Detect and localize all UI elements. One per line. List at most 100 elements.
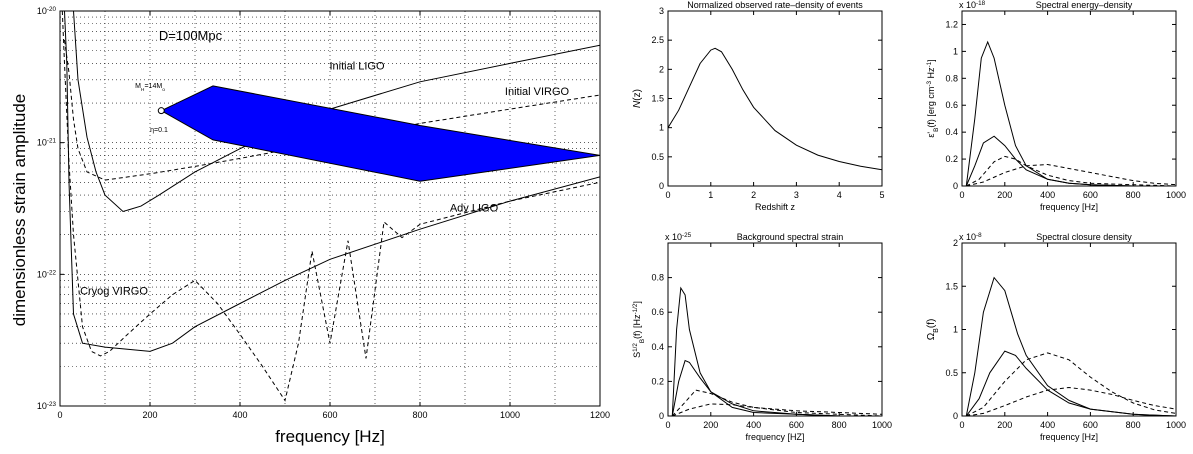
x-tick-label: 1 [708, 190, 713, 200]
x-tick-label: 600 [322, 410, 337, 420]
main-plot-series-3 [61, 11, 600, 402]
spectral-strain-plot-series-2 [671, 389, 882, 416]
y-tick-label: 0.2 [651, 376, 664, 386]
spectral-strain-plot-series-0 [671, 286, 882, 416]
x-tick-label: 0 [959, 190, 964, 200]
y-tick-label: 1.2 [945, 19, 958, 29]
y-tick-label: 0.8 [945, 73, 958, 83]
spectral-strain-plot: 0 200 400 600 800 1000 0 0.2 0.4 0.6 0.8 frequency … [632, 232, 893, 443]
x-tick-label: 1200 [590, 410, 610, 420]
closure-density-plot-series-3 [966, 386, 1176, 416]
x-tick-label: 0 [57, 410, 62, 420]
y-tick-label: 0 [659, 181, 664, 191]
y-tick-label: 0.4 [651, 342, 664, 352]
y-tick-label: 0 [659, 411, 664, 421]
rate-density-plot-xlabel: Redshift z [755, 202, 796, 212]
y-tick-label: 1.5 [651, 94, 664, 104]
label-initial-virgo: Initial VIRGO [505, 86, 570, 98]
spectral-strain-plot-series-1 [671, 359, 882, 416]
main-plot-series-2 [64, 11, 600, 352]
x-tick-label: 600 [789, 420, 804, 430]
x-tick-label: 800 [1126, 190, 1141, 200]
y-tick-label: 10-23 [37, 401, 57, 412]
y-tick-label: 0.5 [945, 368, 958, 378]
x-tick-label: 600 [1083, 190, 1098, 200]
x-tick-label: 1000 [1166, 190, 1186, 200]
label-initial-ligo: Initial LIGO [329, 60, 384, 72]
y-tick-label: 10-20 [37, 6, 57, 17]
x-tick-label: 200 [997, 190, 1012, 200]
main-plot-band [160, 85, 600, 182]
main-plot-series-0 [73, 11, 600, 213]
y-tick-label: 0.6 [651, 307, 664, 317]
annotation-distance: D=100Mpc [159, 28, 223, 43]
rate-density-plot: 0 1 2 3 4 5 0 0.5 1 1.5 2 2.5 3 Redshift z Normalized … [632, 0, 885, 212]
rate-density-plot-title: Normalized observed rate–density of even… [687, 0, 863, 10]
closure-density-plot-series-0 [965, 276, 1176, 416]
y-tick-label: 0.4 [945, 127, 958, 137]
source-marker [157, 107, 165, 115]
energy-density-plot-multiplier: x 10-18 [959, 0, 986, 10]
spectral-strain-plot-ylabel: S1/2B(f) [Hz-1/2] [632, 301, 646, 358]
rate-density-plot-series-0 [668, 47, 882, 171]
x-tick-label: 600 [1083, 420, 1098, 430]
closure-density-plot-title: Spectral closure density [1036, 232, 1132, 242]
y-tick-label: 0.5 [651, 152, 664, 162]
x-tick-label: 400 [746, 420, 761, 430]
x-tick-label: 800 [412, 410, 427, 420]
y-tick-label: 0.6 [945, 100, 958, 110]
rate-density-plot-frame [667, 10, 883, 187]
x-tick-label: 2 [751, 190, 756, 200]
y-tick-label: 0 [953, 411, 958, 421]
energy-density-plot-frame [961, 10, 1177, 187]
closure-density-plot-series-1 [965, 350, 1176, 416]
x-tick-label: 400 [232, 410, 247, 420]
x-tick-label: 400 [1040, 190, 1055, 200]
x-tick-label: 4 [837, 190, 842, 200]
energy-density-plot-series-3 [966, 163, 1176, 186]
spectral-strain-plot-xlabel: frequency [HZ] [745, 432, 804, 442]
label-cryog-virgo: Cryog VIRGO [80, 286, 148, 298]
closure-density-plot-ylabel: ΩB(f) [926, 319, 940, 341]
energy-density-plot-ylabel: ε'B(f) [erg cm-3 Hz-1] [926, 59, 940, 137]
y-tick-label: 2 [659, 64, 664, 74]
y-tick-label: 1 [953, 325, 958, 335]
rate-density-plot-ylabel: N(z) [632, 89, 643, 108]
x-tick-label: 5 [879, 190, 884, 200]
y-tick-label: 10-22 [37, 269, 57, 280]
energy-density-plot-series-0 [965, 40, 1176, 186]
x-tick-label: 200 [703, 420, 718, 430]
energy-density-plot-series-1 [965, 135, 1176, 186]
y-tick-label: 0.8 [651, 273, 664, 283]
x-tick-label: 0 [959, 420, 964, 430]
x-tick-label: 3 [794, 190, 799, 200]
x-tick-label: 0 [665, 420, 670, 430]
y-tick-label: 2.5 [651, 35, 664, 45]
y-tick-label: 10-21 [37, 137, 57, 148]
x-tick-label: 0 [665, 190, 670, 200]
y-tick-label: 0.2 [945, 154, 958, 164]
x-tick-label: 200 [997, 420, 1012, 430]
x-tick-label: 1000 [872, 420, 892, 430]
closure-density-plot-xlabel: frequency [Hz] [1040, 432, 1098, 442]
x-tick-label: 1000 [1166, 420, 1186, 430]
y-tick-label: 1 [659, 123, 664, 133]
energy-density-plot: 0 200 400 600 800 1000 0 0.2 0.4 0.6 0.8 1 1.2 freque… [926, 0, 1187, 212]
energy-density-plot-xlabel: frequency [Hz] [1040, 202, 1098, 212]
spectral-strain-plot-title: Background spectral strain [737, 232, 844, 242]
spectral-strain-plot-series-3 [672, 403, 882, 416]
y-tick-label: 3 [659, 6, 664, 16]
closure-density-plot-multiplier: x 10-8 [959, 232, 982, 243]
y-tick-label: 2 [953, 238, 958, 248]
x-tick-label: 400 [1040, 420, 1055, 430]
closure-density-plot-frame [961, 242, 1177, 417]
main-ylabel: dimensionless strain amplitude [10, 94, 29, 326]
x-tick-label: 1000 [500, 410, 520, 420]
y-tick-label: 1.5 [945, 281, 958, 291]
main-plot: 0 200 400 600 800 1000 1200 10-23 10-22 10-21 10-2… [10, 6, 610, 447]
closure-density-plot-series-2 [966, 352, 1176, 416]
y-tick-label: 1 [953, 46, 958, 56]
spectral-strain-plot-multiplier: x 10-25 [665, 232, 692, 243]
label-adv-ligo: Adv LIGO [450, 203, 499, 215]
